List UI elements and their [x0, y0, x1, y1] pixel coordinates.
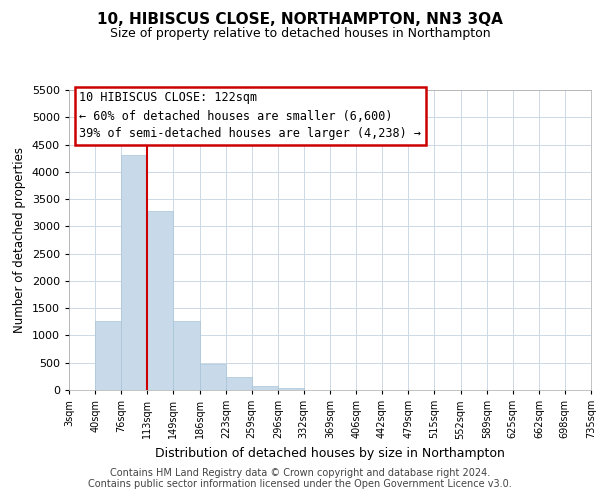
- Text: Size of property relative to detached houses in Northampton: Size of property relative to detached ho…: [110, 28, 490, 40]
- Text: 10, HIBISCUS CLOSE, NORTHAMPTON, NN3 3QA: 10, HIBISCUS CLOSE, NORTHAMPTON, NN3 3QA: [97, 12, 503, 28]
- X-axis label: Distribution of detached houses by size in Northampton: Distribution of detached houses by size …: [155, 447, 505, 460]
- Bar: [95, 320, 121, 390]
- Bar: [173, 320, 199, 390]
- Bar: [251, 386, 278, 390]
- Bar: [199, 364, 226, 390]
- Y-axis label: Number of detached properties: Number of detached properties: [13, 147, 26, 333]
- Text: Contains HM Land Registry data © Crown copyright and database right 2024.: Contains HM Land Registry data © Crown c…: [110, 468, 490, 477]
- Bar: [278, 388, 304, 390]
- Text: Contains public sector information licensed under the Open Government Licence v3: Contains public sector information licen…: [88, 479, 512, 489]
- Bar: [226, 377, 251, 390]
- Text: 10 HIBISCUS CLOSE: 122sqm
← 60% of detached houses are smaller (6,600)
39% of se: 10 HIBISCUS CLOSE: 122sqm ← 60% of detac…: [79, 92, 421, 140]
- Bar: [121, 156, 148, 390]
- Bar: [148, 211, 173, 390]
